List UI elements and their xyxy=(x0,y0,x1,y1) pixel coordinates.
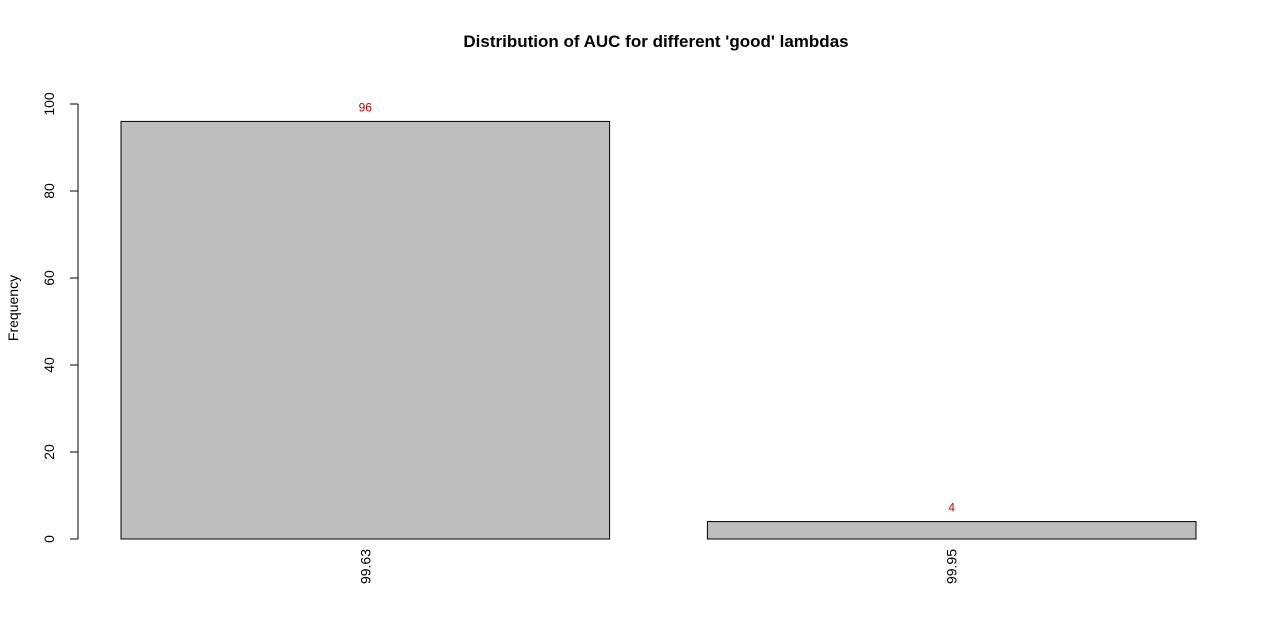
y-tick-label: 60 xyxy=(41,270,57,286)
y-axis: 0 20 40 60 80 100 xyxy=(41,92,79,543)
data-label: 4 xyxy=(948,501,955,515)
bar-99-95 xyxy=(706,521,1197,540)
y-tick-label: 0 xyxy=(41,535,57,543)
y-tick-label: 80 xyxy=(41,183,57,199)
x-tick-label: 99.63 xyxy=(357,549,373,584)
bars-group xyxy=(120,120,1197,540)
y-tick-label: 100 xyxy=(41,92,57,116)
y-tick-label: 20 xyxy=(41,444,57,460)
y-tick-label: 40 xyxy=(41,357,57,373)
bar-99-63 xyxy=(120,120,611,540)
data-label: 96 xyxy=(359,100,373,114)
x-axis-labels: 99.63 99.95 xyxy=(357,549,959,584)
y-axis-label: Frequency xyxy=(5,275,21,341)
chart-title: Distribution of AUC for different 'good'… xyxy=(463,32,848,51)
x-tick-label: 99.95 xyxy=(944,549,960,584)
data-labels-group: 96 4 xyxy=(359,100,956,514)
